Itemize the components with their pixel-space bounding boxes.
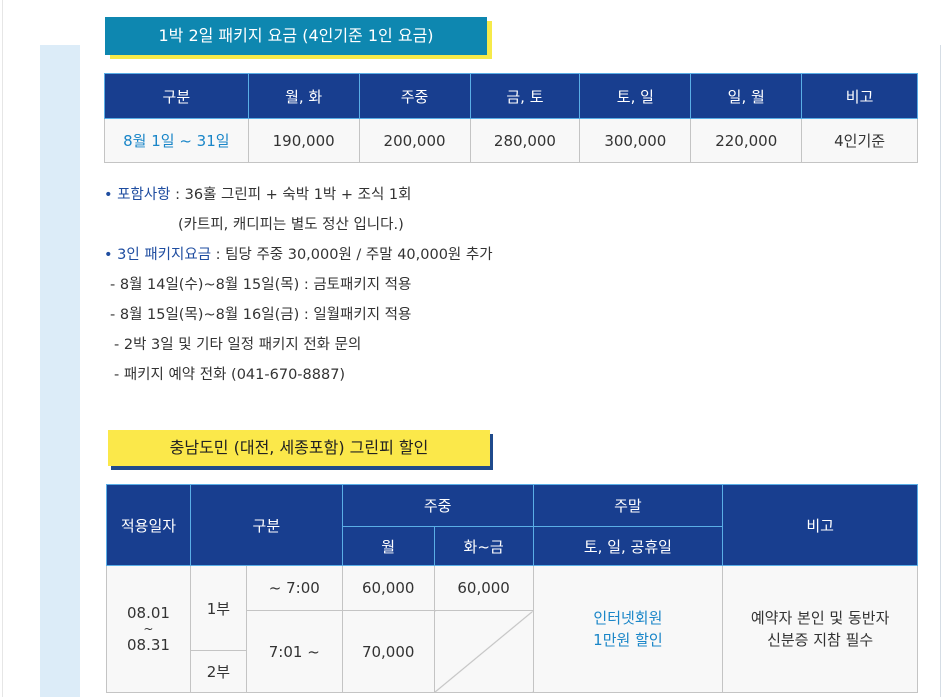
part2-cell: 2부 bbox=[189, 650, 247, 693]
note-cell: 4인기준 bbox=[801, 118, 918, 163]
time1-cell: ~ 7:00 bbox=[245, 565, 343, 611]
package-title: 1박 2일 패키지 요금 (4인기준 1인 요금) bbox=[105, 17, 487, 55]
three-line: • 3인 패키지요금 : 팀당 주중 30,000원 / 주말 40,000원 … bbox=[104, 240, 493, 270]
price-cell: 280,000 bbox=[469, 118, 581, 163]
package-notes: • 포함사항 : 36홀 그린피 + 숙박 1박 + 조식 1회 (카트피, 캐… bbox=[104, 180, 493, 390]
header-cell: 일, 월 bbox=[690, 73, 803, 119]
table-header-row: 구분 월, 화 주중 금, 토 토, 일 일, 월 비고 bbox=[104, 73, 918, 119]
note-line: 신분증 지참 필수 bbox=[767, 631, 874, 649]
discount-table: 적용일자 구분 주중 주말 비고 월 화~금 토, 일, 공휴일 08.01 ~… bbox=[106, 484, 918, 693]
header-mon: 월 bbox=[341, 526, 435, 566]
table-row: 8월 1일 ~ 31일 190,000 200,000 280,000 300,… bbox=[104, 118, 918, 163]
right-border bbox=[940, 45, 941, 697]
price-cell: 300,000 bbox=[579, 118, 692, 163]
left-border bbox=[2, 0, 3, 697]
period-cell: 8월 1일 ~ 31일 bbox=[104, 118, 249, 163]
include-line: • 포함사항 : 36홀 그린피 + 숙박 1박 + 조식 1회 bbox=[104, 180, 493, 210]
note-line: - 8월 15일(목)~8월 16일(금) : 일월패키지 적용 bbox=[110, 307, 412, 323]
side-strip bbox=[40, 45, 80, 697]
header-weekend-sub: 토, 일, 공휴일 bbox=[532, 526, 724, 566]
tuefri1-cell: 60,000 bbox=[433, 565, 534, 611]
include-sub: (카트피, 캐디피는 별도 정산 입니다.) bbox=[178, 217, 404, 233]
table-row: 7:01 ~ 70,000 bbox=[107, 610, 918, 693]
date-start: 08.01 bbox=[126, 604, 170, 622]
table-header-row: 적용일자 구분 주중 주말 비고 bbox=[106, 484, 918, 566]
discount-title: 충남도민 (대전, 세종포함) 그린피 할인 bbox=[108, 430, 490, 466]
header-weekend: 주말 bbox=[532, 484, 724, 527]
header-type: 구분 bbox=[189, 484, 343, 566]
mon1-cell: 60,000 bbox=[341, 565, 435, 611]
price-cell: 200,000 bbox=[358, 118, 471, 163]
three-label: • 3인 패키지요금 bbox=[104, 247, 212, 263]
three-text: : 팀당 주중 30,000원 / 주말 40,000원 추가 bbox=[211, 247, 493, 263]
empty-diagonal-cell bbox=[433, 610, 534, 693]
table-row: 2부 bbox=[107, 650, 918, 693]
header-cell: 주중 bbox=[358, 73, 471, 119]
header-tuefri: 화~금 bbox=[433, 526, 534, 566]
weekend-cell: 인터넷회원 1만원 할인 bbox=[532, 565, 724, 693]
header-cell: 금, 토 bbox=[469, 73, 581, 119]
include-label: • 포함사항 bbox=[104, 187, 171, 203]
weekend-line: 인터넷회원 bbox=[593, 609, 663, 627]
price-cell: 220,000 bbox=[690, 118, 803, 163]
note-line: - 8월 14일(수)~8월 15일(목) : 금토패키지 적용 bbox=[110, 277, 412, 293]
header-note: 비고 bbox=[722, 484, 918, 566]
package-price-table: 구분 월, 화 주중 금, 토 토, 일 일, 월 비고 8월 1일 ~ 31일… bbox=[104, 73, 918, 163]
note-line: - 패키지 예약 전화 (041-670-8887) bbox=[114, 367, 346, 383]
header-date: 적용일자 bbox=[106, 484, 191, 566]
include-text: : 36홀 그린피 + 숙박 1박 + 조식 1회 bbox=[170, 187, 412, 203]
price-cell: 190,000 bbox=[247, 118, 360, 163]
header-cell: 월, 화 bbox=[247, 73, 360, 119]
header-weekday: 주중 bbox=[341, 484, 534, 527]
header-cell: 비고 bbox=[801, 73, 918, 119]
header-cell: 구분 bbox=[104, 73, 249, 119]
date-cell: 08.01 ~ 08.31 bbox=[106, 565, 191, 693]
part1-cell: 1부 bbox=[189, 565, 247, 651]
header-cell: 토, 일 bbox=[579, 73, 692, 119]
weekend-line: 1만원 할인 bbox=[593, 631, 663, 649]
time2-cell: 7:01 ~ bbox=[245, 610, 343, 693]
table-header-row: 월 화~금 토, 일, 공휴일 bbox=[107, 526, 918, 566]
note-line: - 2박 3일 및 기타 일정 패키지 전화 문의 bbox=[114, 337, 362, 353]
mon2-cell: 70,000 bbox=[341, 610, 435, 693]
note-cell: 예약자 본인 및 동반자 신분증 지참 필수 bbox=[722, 565, 918, 693]
date-sep: ~ bbox=[143, 622, 154, 636]
date-end: 08.31 bbox=[126, 636, 170, 654]
table-row: 08.01 ~ 08.31 1부 ~ 7:00 60,000 60,000 인터… bbox=[106, 565, 918, 693]
note-line: 예약자 본인 및 동반자 bbox=[750, 609, 890, 627]
